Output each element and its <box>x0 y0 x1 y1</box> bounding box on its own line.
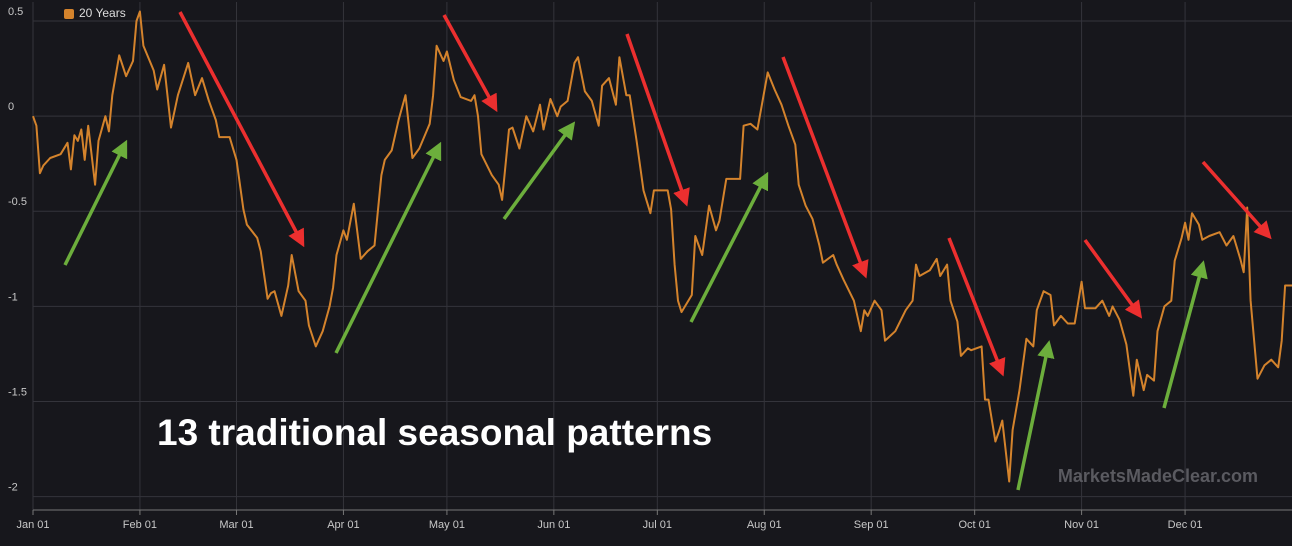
up-arrow <box>1016 340 1055 491</box>
up-arrow <box>334 141 442 354</box>
y-tick-label: -1 <box>8 291 18 303</box>
x-tick-label: Mar 01 <box>219 519 253 531</box>
x-tick-label: Apr 01 <box>327 519 359 531</box>
legend-label: 20 Years <box>79 6 126 20</box>
up-arrow <box>63 139 128 266</box>
x-tick-label: Jul 01 <box>643 519 672 531</box>
down-arrow <box>1083 238 1143 319</box>
up-arrow <box>689 171 769 323</box>
down-arrow <box>178 11 305 248</box>
x-tick-label: Feb 01 <box>123 519 157 531</box>
up-arrow <box>1162 260 1208 409</box>
x-tick-label: May 01 <box>429 519 465 531</box>
y-tick-label: -0.5 <box>8 196 27 208</box>
x-tick-label: Oct 01 <box>958 519 990 531</box>
down-arrow <box>625 33 690 207</box>
x-tick-label: Aug 01 <box>747 519 782 531</box>
y-tick-label: 0.5 <box>8 6 23 18</box>
x-tick-label: Nov 01 <box>1064 519 1099 531</box>
legend-swatch <box>64 9 74 19</box>
watermark: MarketsMadeClear.com <box>1058 466 1258 486</box>
down-arrow <box>781 56 869 279</box>
arrows <box>63 11 1272 491</box>
down-arrow <box>947 237 1006 377</box>
y-tick-label: -1.5 <box>8 386 27 398</box>
x-tick-label: Sep 01 <box>854 519 889 531</box>
down-arrow <box>442 14 498 113</box>
y-tick-label: 0 <box>8 101 14 113</box>
x-tick-label: Jun 01 <box>537 519 570 531</box>
x-tick-label: Jan 01 <box>16 519 49 531</box>
x-tick-label: Dec 01 <box>1168 519 1203 531</box>
data-line <box>32 10 1292 483</box>
down-arrow <box>1201 160 1272 240</box>
annotation: 13 traditional seasonal patterns <box>157 412 712 453</box>
y-tick-label: -2 <box>8 482 18 494</box>
up-arrow <box>502 121 576 221</box>
